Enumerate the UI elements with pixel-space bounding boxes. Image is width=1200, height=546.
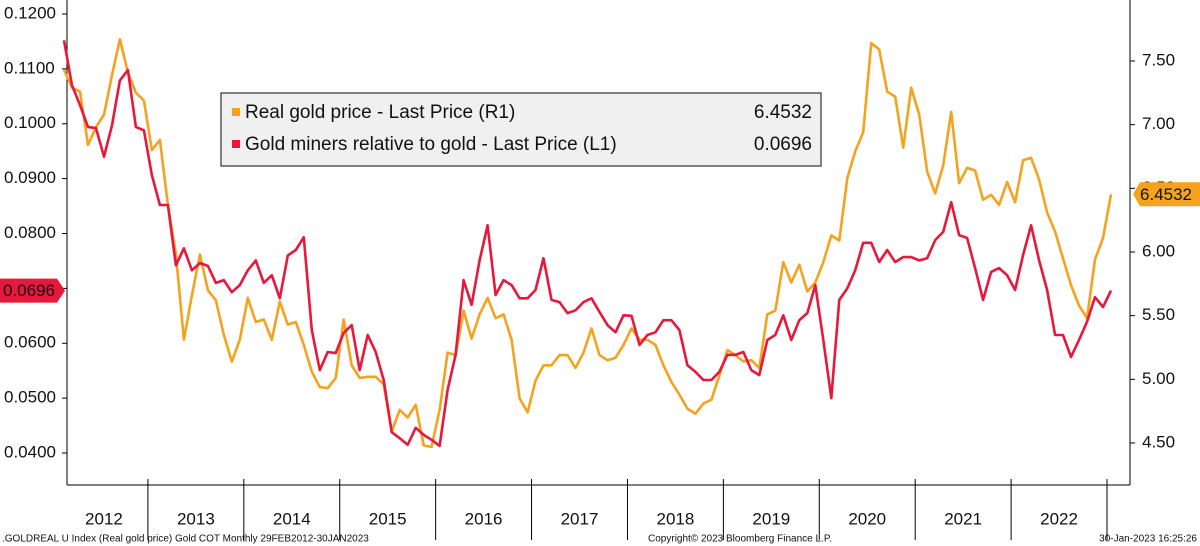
legend: Real gold price - Last Price (R1) 6.4532 G… [220,92,822,167]
x-tick-label: 2017 [561,509,599,528]
source-note: .GOLDREAL U Index (Real gold price) Gold… [2,534,369,545]
value-tag [1133,182,1200,207]
legend-label: Real gold price - Last Price (R1) [245,102,515,123]
y-tick-label: 0.1100 [4,58,55,77]
y2-tick-label: 4.50 [1142,432,1175,451]
y-tick-label: 0.0900 [4,168,56,187]
y-tick-label: 0.0800 [4,223,56,242]
y2-tick-label: 5.50 [1142,305,1175,324]
x-tick-label: 2019 [752,509,790,528]
legend-swatch [232,140,240,148]
legend-box [220,92,822,167]
x-tick-label: 2014 [273,509,311,528]
legend-value: 0.0696 [754,134,812,155]
y-tick-label: 0.1200 [4,3,56,22]
value-tag-label: 0.0696 [3,281,55,300]
y-tick-label: 0.1000 [4,113,56,132]
y2-tick-label: 7.00 [1142,114,1175,133]
value-tag-label: 6.4532 [1140,185,1192,204]
copyright: Copyright© 2023 Bloomberg Finance L.P. [648,534,832,545]
legend-swatch [232,108,240,116]
x-tick-label: 2018 [657,509,695,528]
x-tick-label: 2015 [369,509,407,528]
x-tick-label: 2013 [177,509,215,528]
x-tick-label: 2022 [1040,509,1078,528]
x-tick-label: 2021 [944,509,982,528]
y2-tick-label: 7.50 [1142,50,1175,69]
y-tick-label: 0.0400 [4,442,56,461]
legend-label: Gold miners relative to gold - Last Pric… [245,134,617,155]
y2-tick-label: 6.00 [1142,241,1175,260]
y-tick-label: 0.0500 [4,388,56,407]
y2-tick-label: 5.00 [1142,369,1175,388]
timestamp: 30-Jan-2023 16:25:26 [1099,534,1197,545]
legend-value: 6.4532 [754,102,812,123]
x-tick-label: 2020 [848,509,886,528]
y-tick-label: 0.0600 [4,333,56,352]
x-tick-label: 2012 [85,509,123,528]
series-line [62,38,1113,449]
series-line [62,40,1113,448]
value-tag [0,278,65,303]
x-tick-label: 2016 [465,509,503,528]
